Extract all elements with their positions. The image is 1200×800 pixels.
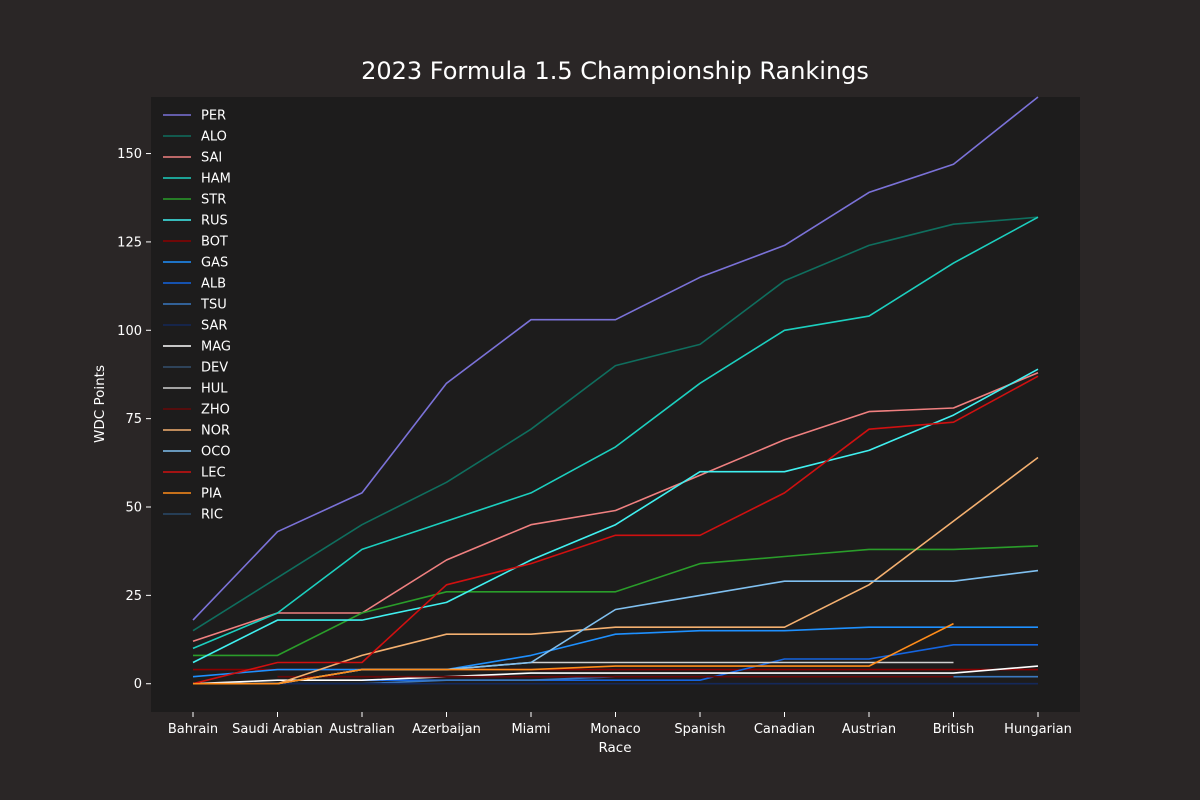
x-tick-label: Monaco <box>590 722 641 737</box>
x-tick-label: British <box>933 722 975 737</box>
chart-title: 2023 Formula 1.5 Championship Rankings <box>361 57 869 85</box>
y-tick-label: 50 <box>125 501 142 516</box>
x-tick-label: Bahrain <box>168 722 218 737</box>
legend-label-rus: RUS <box>201 214 228 229</box>
series-line-sai <box>192 371 1039 643</box>
y-tick-label: 150 <box>117 147 142 162</box>
legend-label-pia: PIA <box>201 487 222 502</box>
legend-label-ham: HAM <box>201 172 231 187</box>
x-tick-label: Canadian <box>754 722 815 737</box>
legend-label-alo: ALO <box>201 130 227 145</box>
x-tick-label: Spanish <box>674 722 725 737</box>
legend-label-per: PER <box>201 109 226 124</box>
y-tick-label: 125 <box>117 235 142 250</box>
legend-label-zho: ZHO <box>201 403 230 418</box>
legend-label-mag: MAG <box>201 340 231 355</box>
legend-label-tsu: TSU <box>200 298 227 313</box>
y-tick-label: 25 <box>125 589 142 604</box>
x-tick-label: Saudi Arabian <box>232 722 323 737</box>
legend-label-alb: ALB <box>201 277 226 292</box>
series-line-per <box>192 96 1039 621</box>
series-line-ham <box>192 216 1039 650</box>
x-tick-label: Miami <box>511 722 550 737</box>
legend-label-dev: DEV <box>201 361 228 376</box>
series-line-nor <box>193 456 1039 685</box>
legend-label-sai: SAI <box>201 151 222 166</box>
y-tick-label: 75 <box>125 412 142 427</box>
legend-label-gas: GAS <box>201 256 228 271</box>
legend-label-ric: RIC <box>201 508 223 523</box>
x-tick-label: Australian <box>329 722 395 737</box>
y-axis-label: WDC Points <box>92 365 108 443</box>
axes: Bahrain Saudi Arabian Australian Azerbaijan… <box>117 147 1072 737</box>
x-tick-label: Austrian <box>842 722 896 737</box>
y-tick-label: 100 <box>117 324 142 339</box>
legend-label-bot: BOT <box>201 235 228 250</box>
legend-label-sar: SAR <box>201 319 227 334</box>
legend-label-lec: LEC <box>201 466 226 481</box>
legend-label-str: STR <box>201 193 226 208</box>
series-line-alo <box>192 216 1039 632</box>
x-axis-label: Race <box>598 740 631 756</box>
legend-background <box>156 102 238 524</box>
series-line-rus <box>192 368 1039 664</box>
legend-label-nor: NOR <box>201 424 230 439</box>
series-line-mag <box>192 665 1039 685</box>
series-line-gas <box>192 626 1038 678</box>
legend: PER ALO SAI HAM STR RUS BOT GAS ALB TSU SAR MAG DEV H… <box>156 102 238 524</box>
x-tick-label: Hungarian <box>1004 722 1072 737</box>
series-line-pia <box>193 622 954 685</box>
series-line-str <box>193 545 1039 657</box>
series-line-lec <box>192 375 1039 685</box>
x-tick-label: Azerbaijan <box>412 722 481 737</box>
series-lines <box>192 96 1039 685</box>
legend-label-oco: OCO <box>201 445 231 460</box>
legend-label-hul: HUL <box>201 382 228 397</box>
y-tick-label: 0 <box>134 677 142 692</box>
